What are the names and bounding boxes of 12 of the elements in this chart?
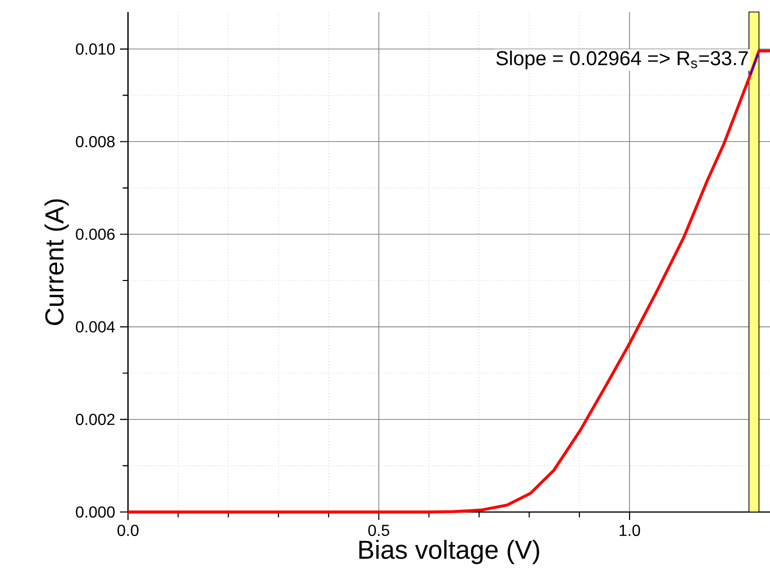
y-tick-label: 0.002 [76,414,114,426]
y-tick-label: 0.006 [76,228,115,240]
annotation: Slope = 0.02964 => R$_{s}$=33.7 [496,50,748,70]
y-axis-title: Current (A) [44,199,69,325]
y-tick-label: 0.000 [76,506,115,518]
x-tick-label: 0.0 [118,524,139,536]
x-tick-label: 1.0 [620,524,640,536]
y-tick-label: 0.004 [76,321,115,332]
x-axis-title: Bias voltage (V) [359,540,540,564]
y-tick-label: 0.010 [76,43,115,55]
y-tick-label: 0.008 [76,136,115,148]
x-tick-label: 0.5 [368,524,390,536]
